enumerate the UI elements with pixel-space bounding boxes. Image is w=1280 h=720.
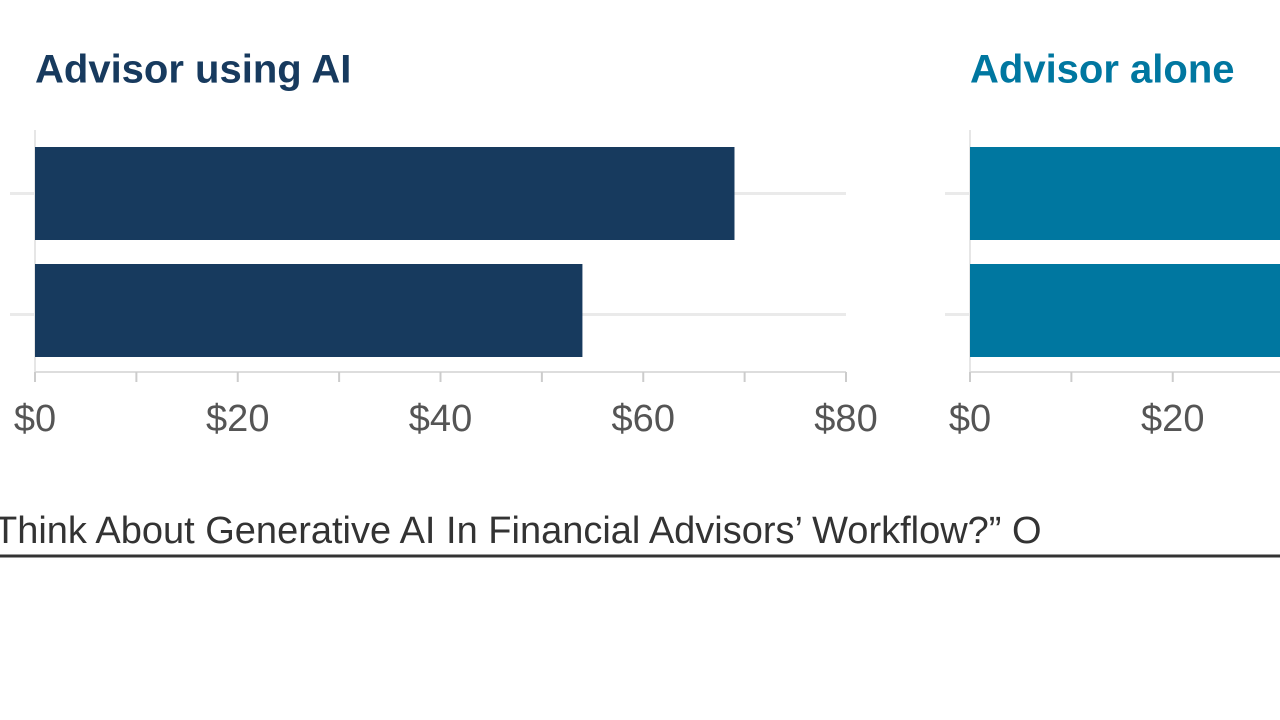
chart-title: Advisor alone [970,48,1235,92]
bar [35,147,735,240]
x-tick-label: $40 [409,398,472,440]
x-tick-label: $20 [206,398,269,440]
x-tick-label: $60 [612,398,675,440]
x-tick-label: $80 [814,398,877,440]
bar [970,264,1280,357]
chart-area: Advisor using AI $0 $20 $40 $60 $80 Advisor al… [10,48,1280,440]
x-tick-label: $0 [14,398,56,440]
x-tick-label: $20 [1141,398,1204,440]
bar [35,264,583,357]
x-tick-label: $0 [949,398,991,440]
chart-title: Advisor using AI [35,48,351,92]
bar [970,147,1280,240]
caption: Think About Generative AI In Financial A… [0,510,1042,552]
